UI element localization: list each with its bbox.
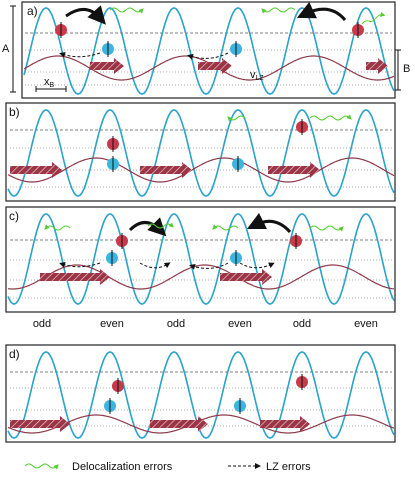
moving-arrow bbox=[40, 269, 110, 285]
moving-arrow bbox=[198, 58, 232, 74]
amplitude-A-label: A bbox=[2, 43, 10, 55]
site-label: even bbox=[228, 318, 252, 330]
lattice-potential-curve bbox=[7, 109, 395, 197]
amplitude-brackets bbox=[10, 5, 401, 93]
moving-arrow bbox=[90, 58, 124, 74]
moving-arrows bbox=[10, 58, 388, 432]
lattice-potential-curve bbox=[23, 7, 395, 95]
panel-c-label: c) bbox=[9, 209, 19, 223]
panel-b-label: b) bbox=[9, 105, 20, 119]
site-label: odd bbox=[167, 318, 185, 330]
particles bbox=[55, 22, 364, 414]
moving-arrow bbox=[150, 416, 208, 432]
site-label: odd bbox=[33, 318, 51, 330]
panel-a-label: a) bbox=[27, 4, 38, 18]
legend-delocalization-symbol bbox=[24, 463, 59, 470]
moving-arrow bbox=[366, 58, 388, 74]
moving-arrow bbox=[10, 416, 70, 432]
panel-c-frame bbox=[5, 206, 396, 313]
lattice-waves bbox=[7, 7, 395, 439]
xB-label: xB bbox=[44, 76, 55, 89]
energy-levels bbox=[10, 32, 392, 427]
moving-arrow bbox=[260, 416, 310, 432]
site-label: even bbox=[100, 318, 124, 330]
moving-arrow bbox=[10, 162, 62, 178]
site-label: odd bbox=[293, 318, 311, 330]
delocalization-arrows bbox=[44, 7, 386, 232]
lattice-potential-curve bbox=[7, 351, 395, 439]
moving-arrow bbox=[268, 162, 320, 178]
legend: Delocalization errors LZ errors bbox=[24, 461, 311, 473]
vLZ-label: vLZ bbox=[250, 69, 264, 82]
legend-delocalization-label: Delocalization errors bbox=[72, 461, 173, 473]
tunneling-arrows bbox=[65, 1, 347, 237]
panel-d-frame bbox=[5, 344, 396, 443]
moving-arrow bbox=[220, 269, 272, 285]
legend-lz-label: LZ errors bbox=[266, 461, 311, 473]
lattice-potential-curve bbox=[7, 213, 395, 305]
moving-potential-curve bbox=[7, 264, 395, 290]
lz-error-arrows bbox=[59, 52, 275, 270]
site-labels: odd even odd even odd even bbox=[33, 318, 378, 330]
amplitude-B-label: B bbox=[403, 63, 410, 75]
moving-arrow bbox=[140, 162, 192, 178]
moving-potential-curve bbox=[7, 157, 395, 183]
panel-b-frame bbox=[5, 102, 396, 202]
panel-d-label: d) bbox=[9, 347, 20, 361]
site-label: even bbox=[354, 318, 378, 330]
